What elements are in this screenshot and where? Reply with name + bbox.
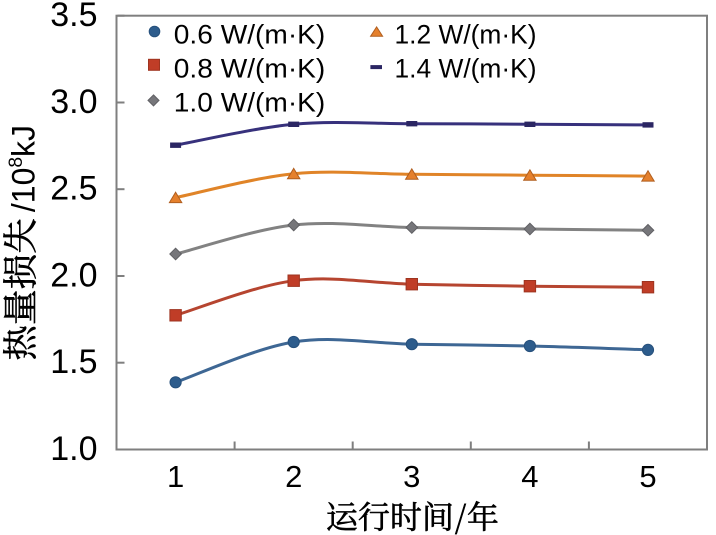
svg-text:1.4 W/(m·K): 1.4 W/(m·K) — [395, 53, 537, 83]
svg-text:0.6 W/(m·K): 0.6 W/(m·K) — [174, 19, 325, 49]
svg-text:2.5: 2.5 — [50, 170, 97, 208]
svg-text:2.0: 2.0 — [50, 256, 97, 294]
svg-text:3.0: 3.0 — [50, 83, 97, 121]
svg-text:1.0: 1.0 — [50, 430, 97, 468]
svg-text:4: 4 — [521, 459, 538, 494]
svg-text:1: 1 — [167, 459, 184, 494]
svg-text:3: 3 — [403, 459, 420, 494]
svg-text:2: 2 — [285, 459, 302, 494]
svg-text:5: 5 — [639, 459, 656, 494]
svg-text:1.5: 1.5 — [50, 343, 97, 381]
svg-text:1.0 W/(m·K): 1.0 W/(m·K) — [174, 87, 325, 117]
svg-text:/108kJ: /108kJ — [6, 125, 42, 212]
svg-text:0.8 W/(m·K): 0.8 W/(m·K) — [174, 53, 325, 83]
svg-text:3.5: 3.5 — [50, 0, 97, 34]
svg-text:1.2 W/(m·K): 1.2 W/(m·K) — [395, 19, 537, 49]
